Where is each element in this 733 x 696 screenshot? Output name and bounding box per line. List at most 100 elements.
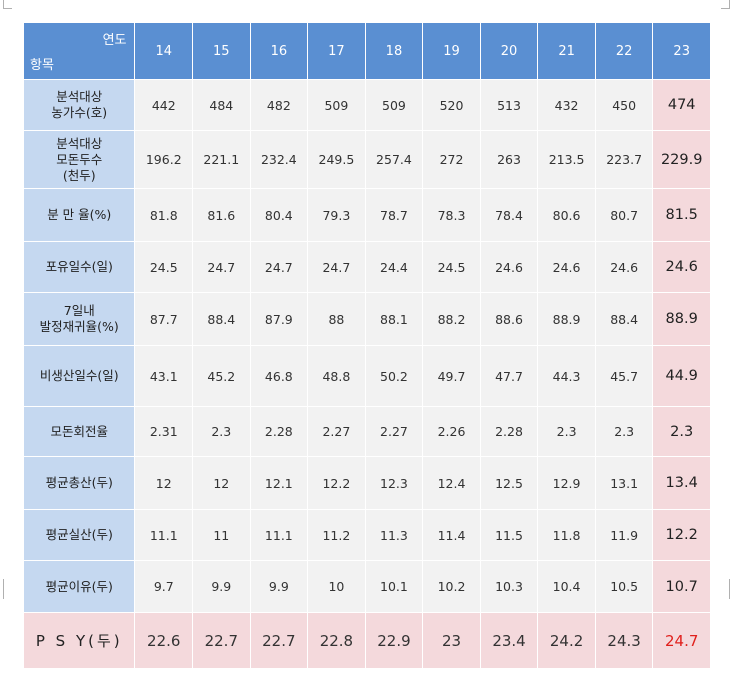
value-cell: 2.26 (422, 406, 481, 457)
value-cell: 24.5 (422, 241, 481, 293)
value-cell: 11.1 (134, 509, 194, 561)
value-cell: 78.7 (364, 188, 424, 242)
row-label: 평균이유(두) (22, 560, 136, 613)
value-cell: 9.9 (249, 560, 309, 613)
value-cell: 11.9 (594, 509, 654, 561)
year-header: 18 (364, 22, 424, 80)
value-cell: 50.2 (364, 345, 424, 407)
value-cell: 2.3 (192, 406, 251, 457)
value-cell: 509 (364, 79, 424, 131)
value-cell: 263 (479, 130, 539, 189)
value-cell: 2.27 (364, 406, 424, 457)
value-cell: 12.5 (479, 456, 539, 510)
value-cell: 24.7 (249, 241, 309, 293)
value-cell: 10.3 (479, 560, 539, 613)
value-cell: 10 (307, 560, 366, 613)
value-cell: 12.1 (249, 456, 309, 510)
value-cell: 22.6 (134, 612, 194, 669)
row-label: 비생산일수(일) (22, 345, 136, 407)
highlight-value-cell: 12.2 (652, 509, 711, 561)
value-cell: 87.9 (249, 292, 309, 346)
value-cell: 12 (192, 456, 251, 510)
data-row: 분석대상 모돈두수 (천두) 196.2 221.1 232.4 249.5 257.4 2… (22, 130, 711, 189)
value-cell: 80.7 (594, 188, 654, 242)
statistics-table: 연도 항목 14 15 16 17 18 19 20 21 22 23 분석대상… (22, 22, 711, 669)
value-cell: 12 (134, 456, 194, 510)
value-cell: 11.4 (422, 509, 481, 561)
value-cell: 11.8 (537, 509, 596, 561)
data-row: 평균실산(두) 11.1 11 11.1 11.2 11.3 11.4 11.5 11.8 11.… (22, 509, 711, 561)
value-cell: 221.1 (192, 130, 251, 189)
highlight-value-cell: 24.7 (652, 612, 711, 669)
year-header: 22 (594, 22, 654, 80)
data-row: 분석대상 농가수(호) 442 484 482 509 509 520 513 432 450 47… (22, 79, 711, 131)
value-cell: 484 (192, 79, 251, 131)
data-row: 모돈회전율 2.31 2.3 2.28 2.27 2.27 2.26 2.28 2.3 2.3 2.… (22, 406, 711, 457)
value-cell: 49.7 (422, 345, 481, 407)
value-cell: 2.31 (134, 406, 194, 457)
data-row: 비생산일수(일) 43.1 45.2 46.8 48.8 50.2 49.7 47.7 44.3… (22, 345, 711, 407)
value-cell: 10.4 (537, 560, 596, 613)
year-header: 19 (422, 22, 481, 80)
value-cell: 24.6 (479, 241, 539, 293)
data-row: 평균이유(두) 9.7 9.9 9.9 10 10.1 10.2 10.3 10.4 10.5 10… (22, 560, 711, 613)
corner-mark (721, 579, 730, 599)
value-cell: 81.8 (134, 188, 194, 242)
value-cell: 22.9 (364, 612, 424, 669)
value-cell: 78.4 (479, 188, 539, 242)
value-cell: 24.3 (594, 612, 654, 669)
row-label: 분석대상 모돈두수 (천두) (22, 130, 136, 189)
value-cell: 24.5 (134, 241, 194, 293)
highlight-value-cell: 81.5 (652, 188, 711, 242)
data-row: 분 만 율(%) 81.8 81.6 80.4 79.3 78.7 78.3 78.4 80.6… (22, 188, 711, 242)
value-cell: 88.6 (479, 292, 539, 346)
value-cell: 12.4 (422, 456, 481, 510)
row-label: 분 만 율(%) (22, 188, 136, 242)
value-cell: 88.2 (422, 292, 481, 346)
value-cell: 11.2 (307, 509, 366, 561)
value-cell: 450 (594, 79, 654, 131)
year-header: 23 (652, 22, 711, 80)
value-cell: 80.4 (249, 188, 309, 242)
value-cell: 257.4 (364, 130, 424, 189)
value-cell: 22.8 (307, 612, 366, 669)
value-cell: 196.2 (134, 130, 194, 189)
value-cell: 80.6 (537, 188, 596, 242)
value-cell: 2.3 (594, 406, 654, 457)
value-cell: 9.9 (192, 560, 251, 613)
data-row: 포유일수(일) 24.5 24.7 24.7 24.7 24.4 24.5 24.6 24.6 2… (22, 241, 711, 293)
value-cell: 10.1 (364, 560, 424, 613)
row-label: 분석대상 농가수(호) (22, 79, 136, 131)
value-cell: 249.5 (307, 130, 366, 189)
value-cell: 88.9 (537, 292, 596, 346)
row-label: P S Y(두) (22, 612, 136, 669)
value-cell: 11.3 (364, 509, 424, 561)
value-cell: 513 (479, 79, 539, 131)
value-cell: 232.4 (249, 130, 309, 189)
value-cell: 2.28 (479, 406, 539, 457)
value-cell: 213.5 (537, 130, 596, 189)
row-label: 평균실산(두) (22, 509, 136, 561)
value-cell: 272 (422, 130, 481, 189)
value-cell: 79.3 (307, 188, 366, 242)
highlight-value-cell: 88.9 (652, 292, 711, 346)
value-cell: 88 (307, 292, 366, 346)
value-cell: 9.7 (134, 560, 194, 613)
highlight-value-cell: 24.6 (652, 241, 711, 293)
value-cell: 24.7 (307, 241, 366, 293)
corner-mark (3, 0, 12, 9)
value-cell: 88.4 (594, 292, 654, 346)
value-cell: 22.7 (192, 612, 251, 669)
data-row: 평균총산(두) 12 12 12.1 12.2 12.3 12.4 12.5 12.9 13.1 1… (22, 456, 711, 510)
value-cell: 88.1 (364, 292, 424, 346)
year-header: 14 (134, 22, 194, 80)
value-cell: 10.2 (422, 560, 481, 613)
value-cell: 24.7 (192, 241, 251, 293)
value-cell: 87.7 (134, 292, 194, 346)
highlight-value-cell: 229.9 (652, 130, 711, 189)
header-row: 연도 항목 14 15 16 17 18 19 20 21 22 23 (22, 22, 711, 80)
value-cell: 520 (422, 79, 481, 131)
value-cell: 45.7 (594, 345, 654, 407)
value-cell: 223.7 (594, 130, 654, 189)
highlight-value-cell: 13.4 (652, 456, 711, 510)
